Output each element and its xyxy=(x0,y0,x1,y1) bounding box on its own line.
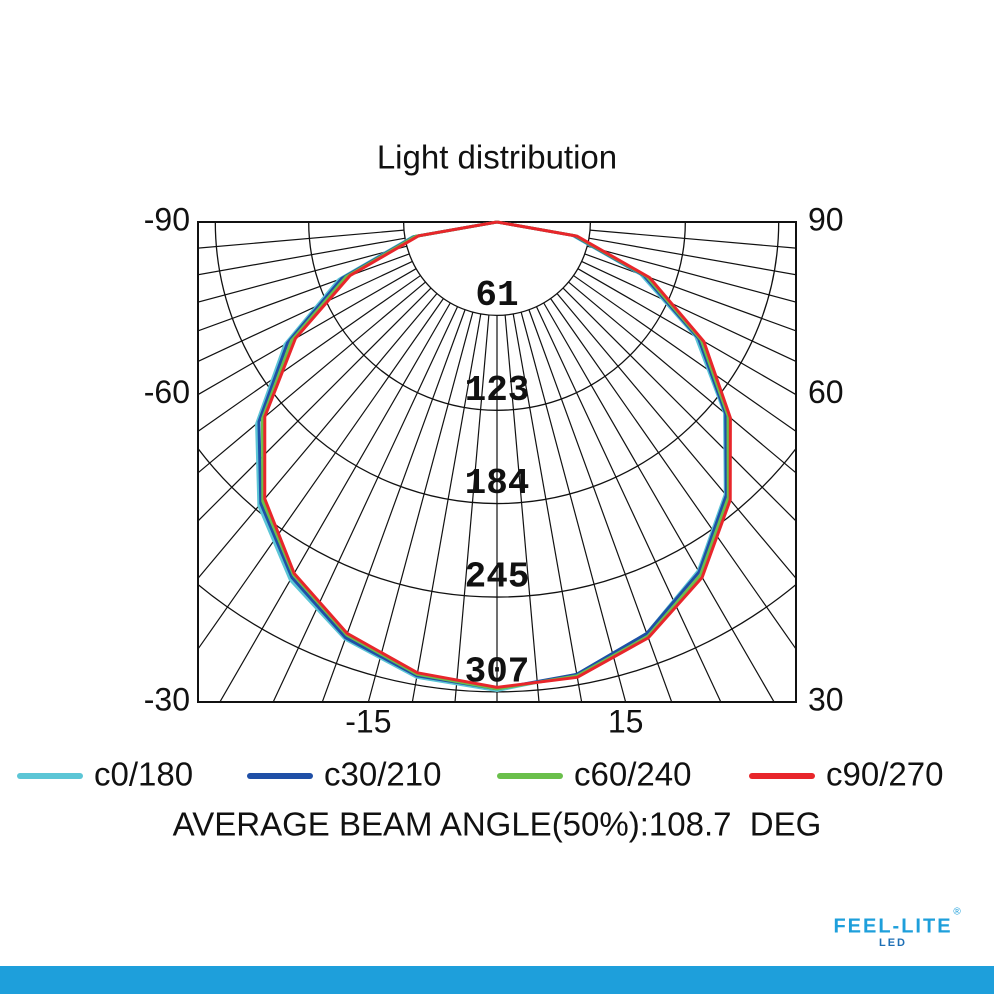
logo: FEEL-LITE xyxy=(833,915,952,937)
grid xyxy=(198,222,796,702)
spoke xyxy=(321,309,466,702)
spoke xyxy=(198,298,444,651)
grid-arc xyxy=(198,583,796,693)
r-tick-label: 61 xyxy=(475,275,518,316)
spoke xyxy=(562,287,796,522)
spoke xyxy=(198,260,413,363)
spoke xyxy=(587,245,796,303)
legend-label: c60/240 xyxy=(574,756,691,793)
spoke xyxy=(504,314,540,702)
annotation: AVERAGE BEAM ANGLE(50%):108.7 DEG xyxy=(173,806,822,843)
grid-arc xyxy=(214,222,780,505)
angle-label: 90 xyxy=(808,201,844,237)
spoke xyxy=(198,293,438,580)
spoke xyxy=(198,268,417,396)
spoke xyxy=(198,253,410,332)
r-tick-label: 307 xyxy=(465,652,530,693)
spoke xyxy=(550,298,796,651)
spoke xyxy=(573,275,796,433)
spoke xyxy=(219,302,451,702)
series-line xyxy=(263,220,732,689)
spoke xyxy=(568,281,796,474)
spoke xyxy=(581,260,796,363)
angle-label: 30 xyxy=(808,681,844,717)
labels: 61 123 184 245 307 -90 -60 -30 -15 15 30 60 90 c0/180… xyxy=(17,201,943,793)
spoke xyxy=(543,302,775,702)
spoke xyxy=(584,253,796,332)
spoke xyxy=(198,275,421,433)
grid-arc xyxy=(308,222,686,411)
angle-label: -60 xyxy=(144,374,190,410)
spoke xyxy=(588,237,796,276)
spoke xyxy=(198,237,406,276)
spoke xyxy=(589,229,796,249)
r-tick-label: 245 xyxy=(465,557,530,598)
chart-title: Light distribution xyxy=(377,139,617,176)
curves xyxy=(255,220,732,692)
legend-label: c30/210 xyxy=(324,756,441,793)
spoke xyxy=(272,306,459,702)
spoke xyxy=(528,309,673,702)
angle-label: -30 xyxy=(144,681,190,717)
angle-label: 15 xyxy=(608,703,644,739)
spoke xyxy=(577,268,796,396)
grid-arc xyxy=(198,447,796,598)
grid-arc xyxy=(402,222,592,316)
spoke xyxy=(198,281,426,474)
spoke xyxy=(535,306,722,702)
footer-bar xyxy=(0,966,994,994)
angle-label: -15 xyxy=(345,703,391,739)
angle-label: 60 xyxy=(808,374,844,410)
legend-label: c0/180 xyxy=(94,756,193,793)
logo-mark: ® xyxy=(953,907,961,918)
spoke xyxy=(198,229,405,249)
r-tick-label: 123 xyxy=(465,370,530,411)
spoke xyxy=(198,245,407,303)
r-tick-label: 184 xyxy=(465,463,530,504)
angle-label: -90 xyxy=(144,201,190,237)
legend-label: c90/270 xyxy=(826,756,943,793)
logo-sub: LED xyxy=(879,937,907,949)
spoke xyxy=(411,313,482,702)
spoke xyxy=(512,313,583,702)
spoke xyxy=(556,293,796,580)
spoke xyxy=(454,314,490,702)
spoke xyxy=(198,287,432,522)
